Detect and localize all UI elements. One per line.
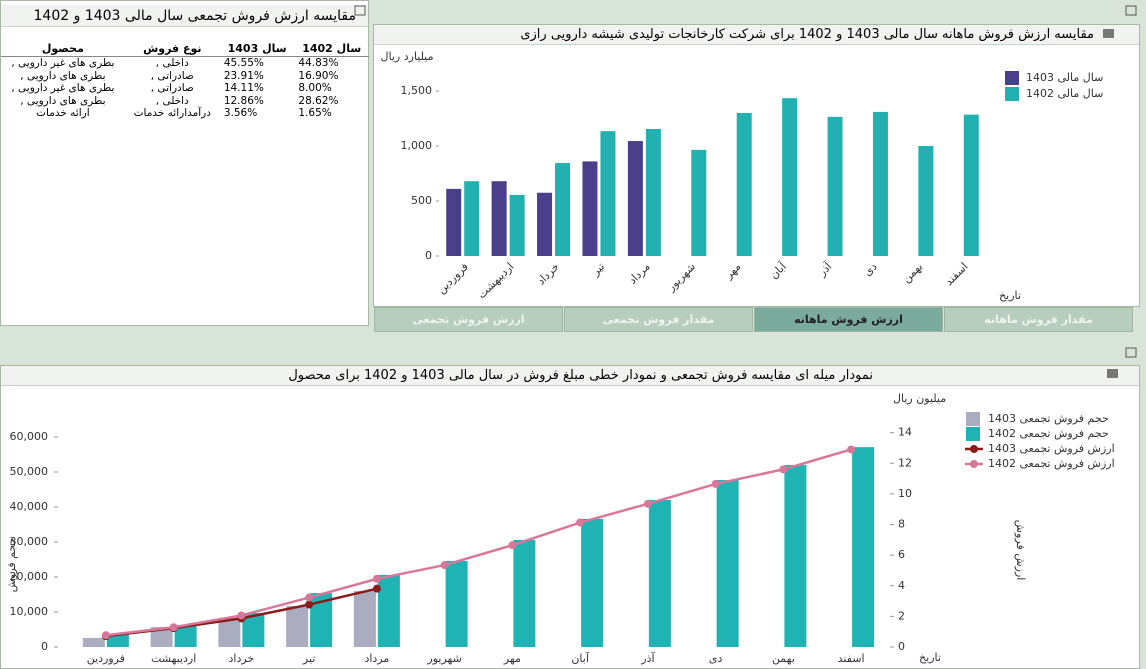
table-cell: بطری های غیر دارویی , <box>11 57 115 69</box>
column-header: سال 1403 <box>219 41 295 57</box>
table-cell: 45.55% <box>223 57 264 69</box>
header-row: سال 1402 سال 1403 نوع فروش محصول <box>1 41 369 57</box>
table-wrap: سال 1402 سال 1403 نوع فروش محصول 44.83% 45.5… <box>1 41 369 120</box>
column-header: سال 1402 <box>294 41 369 57</box>
table-panel: مقایسه ارزش فروش تجمعی سال مالی 1403 و 1… <box>0 0 369 326</box>
table-title: مقایسه ارزش فروش تجمعی سال مالی 1403 و 1… <box>1 5 368 27</box>
table-cell: 1.65% <box>298 107 332 119</box>
table-cell: 8.00% <box>298 82 332 94</box>
tab[interactable]: ارزش فروش تجمعی <box>374 307 563 332</box>
table-row: 16.90% 23.91% صادراتی , بطری های دارویی , <box>1 70 369 83</box>
table-row: 8.00% 14.11% صادراتی , بطری های غیر دارویی … <box>1 82 369 95</box>
monthly-panel: مقایسه ارزش فروش ماهانه سال مالی 1403 و … <box>373 24 1140 307</box>
table-cell: صادراتی , <box>150 82 194 94</box>
table-cell: 28.62% <box>298 94 339 107</box>
tab[interactable]: ارزش فروش ماهانه <box>754 307 943 332</box>
table-row: 1.65% 3.56% درآمدارائه خدمات ارائه خدمات <box>1 107 369 120</box>
column-header: نوع فروش <box>124 41 220 57</box>
table-row: 28.62% 12.86% داخلی , بطری های دارویی , <box>1 95 369 108</box>
table-cell: 14.11% <box>223 82 264 94</box>
table-cell: درآمدارائه خدمات <box>133 107 211 119</box>
table-cell: بطری های دارویی , <box>20 94 106 107</box>
table-body: 44.83% 45.55% داخلی , بطری های غیر دارویی ,… <box>1 57 369 120</box>
maximize-icon <box>1125 5 1137 16</box>
table-cell: 44.83% <box>298 57 339 69</box>
tab[interactable]: مقدار فروش ماهانه <box>944 307 1133 332</box>
cumulative-panel: نمودار میله ای مقایسه فروش تجمعی و نمودا… <box>0 365 1140 669</box>
table-cell: 23.91% <box>223 69 264 82</box>
share-table: سال 1402 سال 1403 نوع فروش محصول 44.83% 45.5… <box>1 41 369 120</box>
table-cell: بطری های غیر دارویی , <box>11 82 115 94</box>
table-cell: بطری های دارویی , <box>20 69 106 82</box>
tab[interactable]: مقدار فروش تجمعی <box>564 307 753 332</box>
maximize-icon <box>1125 347 1137 358</box>
column-header: محصول <box>1 41 125 57</box>
table-cell: صادراتی , <box>150 69 194 82</box>
cumulative-title: نمودار میله ای مقایسه فروش تجمعی و نمودا… <box>1 366 1139 386</box>
table-row: 44.83% 45.55% داخلی , بطری های غیر دارویی , <box>1 57 369 70</box>
table-cell: ارائه خدمات <box>36 107 90 119</box>
monthly-title: مقایسه ارزش فروش ماهانه سال مالی 1403 و … <box>374 25 1139 45</box>
table-cell: داخلی , <box>155 57 189 69</box>
table-cell: 16.90% <box>298 69 339 82</box>
table-cell: 3.56% <box>223 107 258 119</box>
table-cell: داخلی , <box>155 94 189 107</box>
table-cell: 12.86% <box>223 94 264 107</box>
